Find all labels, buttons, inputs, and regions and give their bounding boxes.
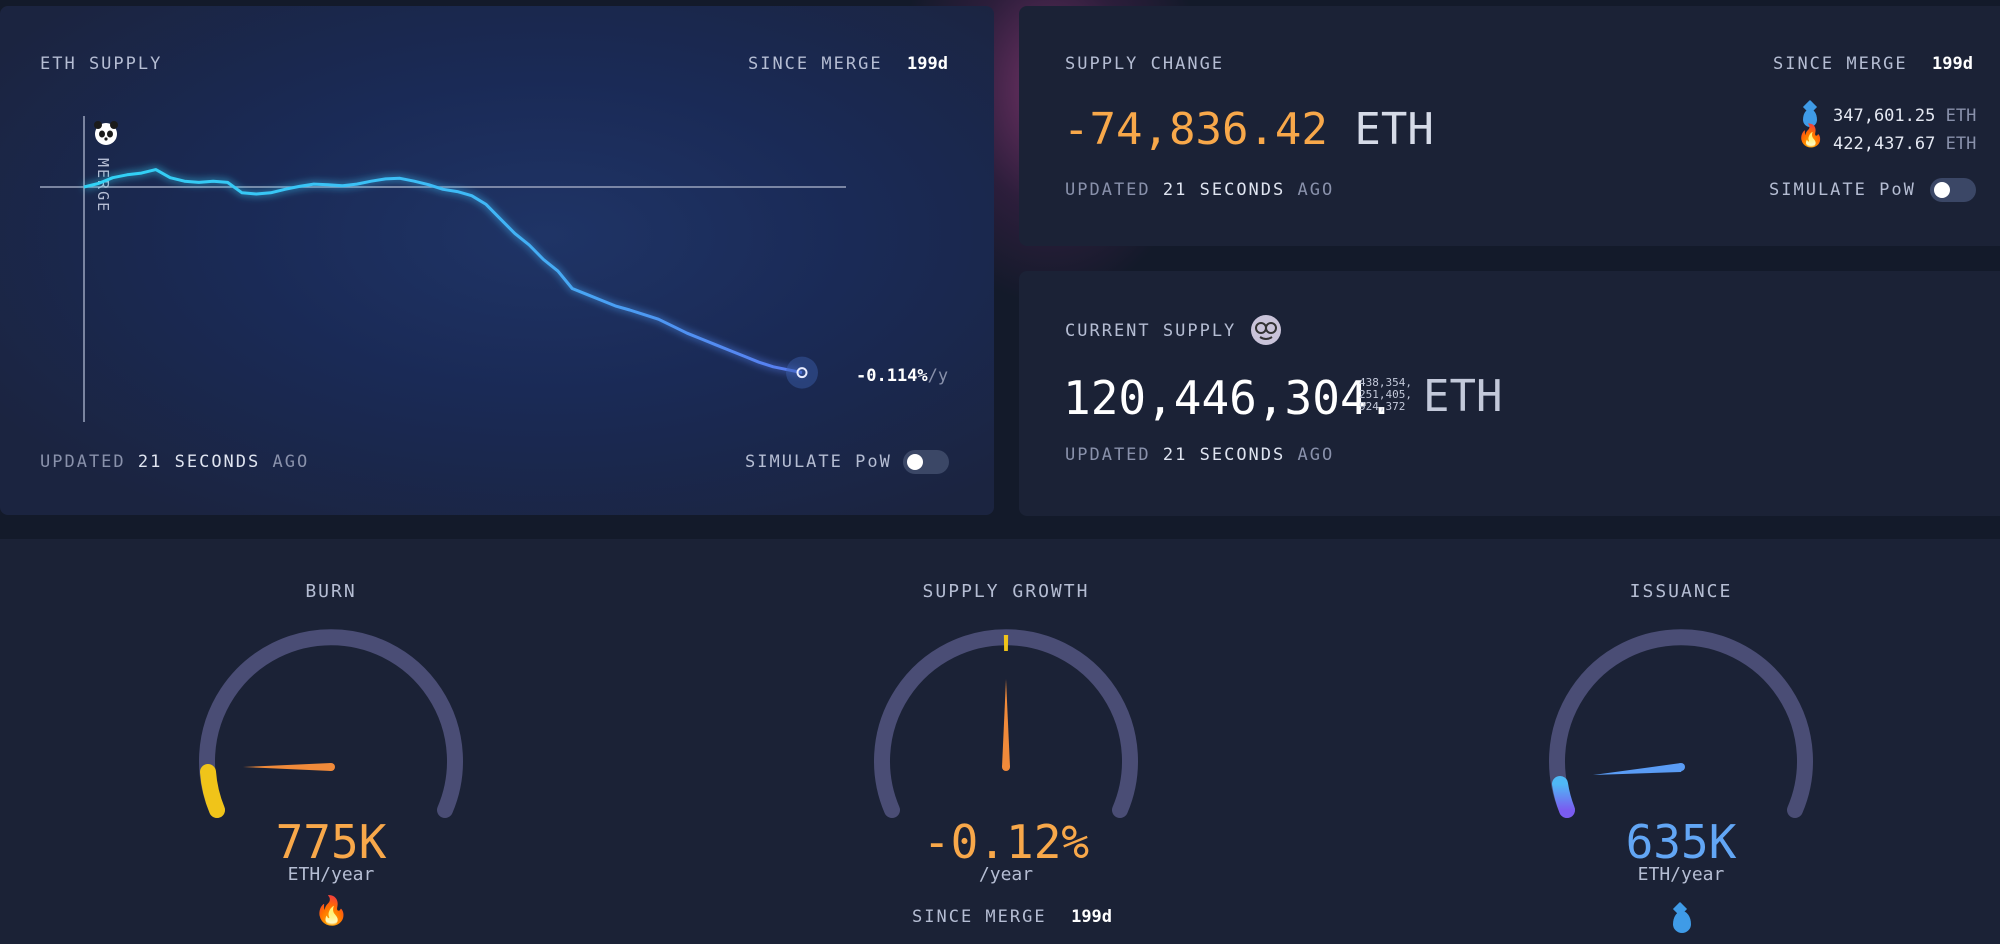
current-supply-decimals: 438,354, 251,405, 924,372 [1359,377,1412,413]
eth-supply-title: ETH SUPPLY [40,54,163,74]
simulate-pow-toggle[interactable] [1930,178,1976,202]
burn-gauge-value: 775K [275,815,387,869]
updated-prefix: UPDATED [1065,180,1151,200]
updated-suffix: AGO [1297,180,1335,200]
issuance-gauge-needle [1593,763,1684,775]
decimals-line-2: 251,405, [1359,388,1412,401]
burn-gauge-needle [243,763,333,771]
updated-value: 21 SECONDS [1162,180,1286,200]
end-unit: /y [927,366,949,386]
issuance-gauge-track [1549,629,1813,818]
updated-value: 21 SECONDS [1162,445,1286,465]
issuance-gauge-title: ISSUANCE [1629,581,1733,602]
issuance-gauge-value: 635K [1625,815,1737,869]
burn-gauge-hub [327,763,335,771]
since-merge-label: SINCE MERGE 199d [748,54,948,74]
since-merge-label: SINCE MERGE 199d [912,907,1112,927]
burn-gauge-unit: ETH/year [287,864,375,885]
end-point [796,367,808,379]
since-label-text: SINCE MERGE [1772,54,1908,74]
current-supply-unit: ETH [1423,371,1503,422]
updated-prefix: UPDATED [40,452,126,472]
current-supply-card: CURRENT SUPPLY 120,446,304. 438,354, 251… [1019,271,2000,516]
issuance-gauge-fill [1552,776,1575,818]
decimals-line-1: 438,354, [1359,376,1412,389]
issuance-gauge-unit: ETH/year [1637,864,1725,885]
simulate-pow-label: SIMULATE PoW [745,452,892,472]
burn-gauge [199,629,463,818]
supply-line [83,168,803,375]
current-supply-title: CURRENT SUPPLY [1065,321,1237,341]
updated-status: UPDATED 21 SECONDS AGO [1065,445,1334,465]
supply-change-number: -74,836.42 [1063,104,1328,155]
drop-icon [1803,109,1817,127]
updated-status: UPDATED 21 SECONDS AGO [1065,180,1334,200]
supply-growth-gauge-title: SUPPLY GROWTH [922,581,1090,602]
fire-icon: 🔥 [1797,124,1825,149]
supply-growth-gauge-value: -0.12% [922,815,1090,869]
supply-change-title: SUPPLY CHANGE [1065,54,1225,74]
burned-unit: ETH [1945,134,1977,154]
decimals-line-3: 924,372 [1359,400,1406,413]
eth-supply-card: ETH SUPPLY SINCE MERGE 199d MERGE [0,6,994,515]
current-supply-value: 120,446,304. [1063,371,1396,425]
since-value: 199d [1932,54,1973,74]
updated-status: UPDATED 21 SECONDS AGO [40,452,309,472]
gauges-panel: BURN 775K ETH/year 🔥 SUPPLY GROWTH -0.12… [0,539,2000,944]
fire-icon: 🔥 [314,894,349,927]
supply-change-value: -74,836.42 ETH [1063,104,1434,155]
supply-change-card: SUPPLY CHANGE SINCE MERGE 199d -74,836.4… [1019,6,2000,246]
simulate-pow-toggle[interactable] [903,450,949,474]
supply-growth-gauge-needle [1002,679,1010,770]
burned-amount: 422,437.67 ETH [1833,134,1976,154]
toggle-knob [1934,182,1950,198]
updated-value: 21 SECONDS [137,452,261,472]
supply-change-unit: ETH [1354,104,1434,155]
toggle-knob [907,454,923,470]
merge-label: MERGE [94,158,112,213]
burn-gauge-track [199,629,463,818]
supply-growth-gauge-hub [1002,763,1010,771]
updated-suffix: AGO [272,452,310,472]
since-value: 199d [907,54,948,74]
since-label-text: SINCE MERGE [747,54,883,74]
nerd-face-icon [1251,315,1281,345]
end-point-halo [786,356,818,389]
end-value-label: -0.114%/y [856,366,948,386]
since-merge-label: SINCE MERGE 199d [1773,54,1973,74]
supply-growth-gauge [874,629,1138,818]
panda-icon [94,121,118,145]
issuance-gauge [1549,629,1813,818]
supply-growth-gauge-unit: /year [978,864,1034,885]
issuance-gauge-hub [1677,763,1685,771]
updated-suffix: AGO [1297,445,1335,465]
burned-value: 422,437.67 [1833,134,1936,154]
burn-gauge-fill [200,764,225,818]
issued-unit: ETH [1945,106,1977,126]
simulate-pow-label: SIMULATE PoW [1769,180,1916,200]
since-value: 199d [1071,907,1113,927]
since-label-text: SINCE MERGE [912,907,1047,927]
end-value: -0.114% [856,366,928,386]
supply-chart: MERGE [40,116,846,422]
drop-icon [1673,911,1691,933]
burn-gauge-title: BURN [305,581,357,602]
updated-prefix: UPDATED [1065,445,1151,465]
issued-value: 347,601.25 [1833,106,1936,126]
nerd-glasses [1255,322,1277,340]
issued-amount: 347,601.25 ETH [1833,106,1976,126]
